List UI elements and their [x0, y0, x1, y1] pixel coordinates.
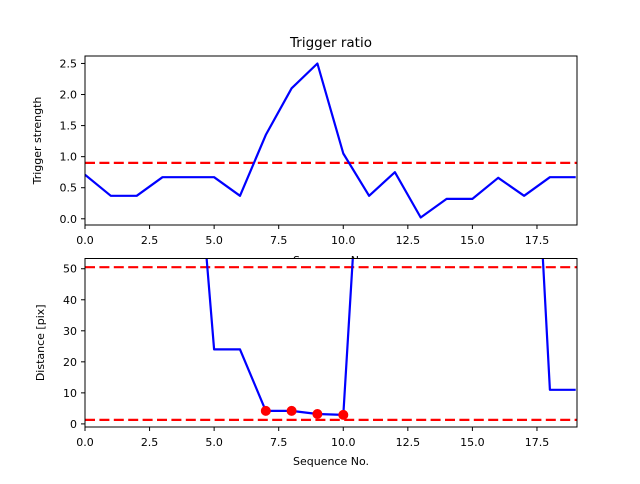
y-tick-label: 40	[63, 294, 77, 307]
y-tick-label: 2.0	[60, 89, 78, 102]
bottom-x-axis-label: Sequence No.	[293, 455, 369, 468]
bottom-y-axis-label: Distance [pix]	[34, 304, 47, 381]
x-tick-label: 0.0	[76, 436, 94, 449]
bottom-trigger-markers	[260, 405, 349, 420]
trigger-marker-dot	[338, 409, 349, 420]
y-tick-label: 1.5	[60, 120, 78, 133]
top-y-ticks: 0.0 0.5 1.0 1.5 2.0 2.5	[60, 57, 85, 226]
bottom-threshold-lines	[85, 266, 577, 421]
x-tick-label: 7.5	[270, 436, 288, 449]
trigger-marker-dot	[286, 405, 297, 416]
x-tick-label: 17.5	[525, 436, 550, 449]
top-subplot: Trigger ratio Trigger strength Sequence …	[31, 35, 578, 267]
x-tick-label: 12.5	[396, 436, 421, 449]
top-series-line	[85, 62, 576, 219]
x-tick-label: 2.5	[141, 234, 159, 247]
y-tick-label: 0.5	[60, 182, 78, 195]
x-tick-label: 12.5	[396, 234, 421, 247]
y-tick-label: 20	[63, 356, 77, 369]
bottom-axes-frame	[84, 258, 578, 428]
x-tick-label: 10.0	[331, 436, 356, 449]
x-tick-label: 2.5	[141, 436, 159, 449]
bottom-series-line	[205, 258, 576, 416]
y-tick-label: 10	[63, 387, 77, 400]
top-chart-title: Trigger ratio	[289, 35, 372, 51]
y-tick-label: 30	[63, 325, 77, 338]
x-tick-label: 5.0	[205, 234, 223, 247]
y-tick-label: 50	[63, 263, 77, 276]
trigger-marker-dot	[312, 409, 323, 419]
bottom-y-ticks: 0 10 20 30 40 50	[63, 263, 85, 431]
top-x-ticks: 0.0 2.5 5.0 7.5 10.0 12.5 15.0 17.5	[76, 225, 549, 247]
y-tick-label: 0.0	[60, 213, 78, 226]
x-tick-label: 10.0	[331, 234, 356, 247]
x-tick-label: 15.0	[460, 234, 485, 247]
bottom-subplot: Distance [pix] Sequence No. 0.0 2.5 5.0 7.5…	[34, 258, 578, 468]
x-tick-label: 5.0	[205, 436, 223, 449]
bottom-axes-background	[85, 258, 577, 427]
x-tick-label: 17.5	[525, 234, 550, 247]
y-tick-label: 1.0	[60, 151, 78, 164]
y-tick-label: 2.5	[60, 57, 78, 70]
x-tick-label: 7.5	[270, 234, 288, 247]
x-tick-label: 15.0	[460, 436, 485, 449]
top-axes-frame	[84, 55, 578, 226]
top-y-axis-label: Trigger strength	[31, 97, 44, 186]
bottom-x-ticks: 0.0 2.5 5.0 7.5 10.0 12.5 15.0 17.5	[76, 427, 549, 449]
y-tick-label: 0	[70, 418, 77, 431]
trigger-marker-dot	[260, 405, 271, 416]
x-tick-label: 0.0	[76, 234, 94, 247]
